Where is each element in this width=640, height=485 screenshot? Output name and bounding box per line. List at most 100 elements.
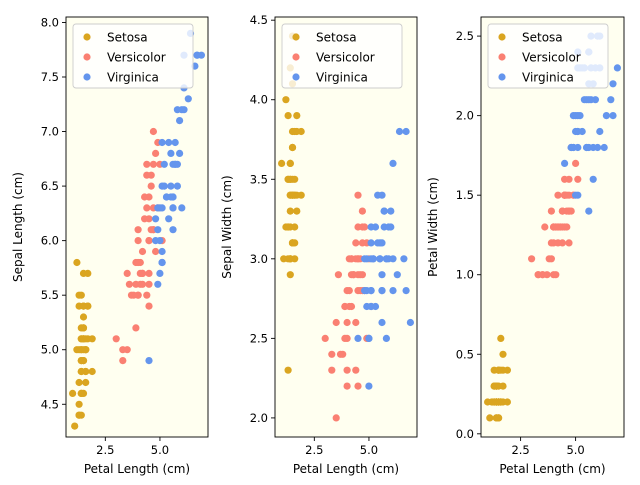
legend: Setosa Versicolor Virginica xyxy=(487,23,609,89)
data-point-versicolor xyxy=(134,258,142,267)
data-point-virginica xyxy=(169,204,177,212)
data-point-setosa xyxy=(297,127,305,136)
data-point-virginica xyxy=(365,382,373,390)
y-tick-label: 7.5 xyxy=(41,70,59,84)
data-point-virginica xyxy=(389,159,397,167)
data-point-versicolor xyxy=(332,318,340,327)
data-point-setosa xyxy=(82,378,90,387)
data-point-virginica xyxy=(380,207,388,215)
y-tick-label: 4.5 xyxy=(41,397,59,411)
data-point-versicolor xyxy=(134,237,142,245)
y-tick-label: 6.5 xyxy=(41,179,59,193)
legend-marker-versicolor xyxy=(83,53,91,61)
legend-label: Versicolor xyxy=(522,51,581,65)
data-point-versicolor xyxy=(341,302,349,311)
data-point-versicolor xyxy=(345,287,353,295)
data-point-versicolor xyxy=(123,269,131,277)
data-point-setosa xyxy=(492,382,500,390)
legend-label: Virginica xyxy=(316,71,368,85)
data-point-virginica xyxy=(594,143,602,152)
data-point-virginica xyxy=(371,223,380,231)
data-point-virginica xyxy=(385,223,393,231)
plot-frame xyxy=(480,16,625,438)
data-point-versicolor xyxy=(534,271,542,279)
data-point-setosa xyxy=(79,313,88,321)
data-point-setosa xyxy=(486,414,494,422)
data-point-versicolor xyxy=(112,335,120,343)
data-point-versicolor xyxy=(352,318,360,327)
data-point-virginica xyxy=(354,334,362,342)
data-point-virginica xyxy=(176,149,184,157)
data-point-versicolor xyxy=(138,247,147,256)
data-point-versicolor xyxy=(141,215,149,223)
data-point-versicolor xyxy=(145,269,153,277)
data-point-setosa xyxy=(297,191,305,199)
data-point-versicolor xyxy=(127,291,136,299)
data-point-versicolor xyxy=(554,239,562,247)
data-point-virginica xyxy=(567,143,575,152)
data-point-setosa xyxy=(288,239,297,247)
x-tick-label: 5.0 xyxy=(151,443,169,457)
data-point-setosa xyxy=(79,302,88,310)
data-point-virginica xyxy=(583,143,591,152)
data-point-versicolor xyxy=(145,237,153,245)
data-point-versicolor xyxy=(143,204,151,212)
y-tick-label: 6.0 xyxy=(41,234,59,248)
data-point-setosa xyxy=(79,324,88,332)
data-point-setosa xyxy=(288,143,297,152)
x-axis-label: Petal Length (cm) xyxy=(293,462,399,476)
data-point-versicolor xyxy=(541,223,549,231)
data-point-setosa xyxy=(77,389,85,397)
data-point-setosa xyxy=(77,346,85,354)
data-point-setosa xyxy=(503,366,511,374)
data-point-virginica xyxy=(165,138,173,147)
y-axis-label: Sepal Width (cm) xyxy=(220,175,234,278)
data-point-versicolor xyxy=(343,334,351,342)
data-point-virginica xyxy=(167,182,175,190)
data-point-virginica xyxy=(169,226,177,234)
x-tick-label: 2.5 xyxy=(511,443,529,457)
data-point-versicolor xyxy=(547,207,556,215)
data-point-virginica xyxy=(167,149,175,157)
data-point-virginica xyxy=(171,160,179,168)
data-point-virginica xyxy=(167,193,175,201)
data-point-virginica xyxy=(378,287,386,295)
series-virginica xyxy=(354,127,414,390)
legend-label: Setosa xyxy=(107,31,148,45)
data-point-virginica xyxy=(176,117,184,125)
data-point-versicolor xyxy=(328,350,336,358)
data-point-versicolor xyxy=(347,255,356,263)
data-point-versicolor xyxy=(152,149,160,157)
legend-marker-versicolor xyxy=(292,53,300,61)
data-point-virginica xyxy=(361,287,369,295)
data-point-virginica xyxy=(156,269,164,277)
legend: Setosa Versicolor Virginica xyxy=(281,23,403,89)
data-point-virginica xyxy=(378,239,386,247)
subplot-2: 2.5 5.0 2.0 2.5 3.0 3.5 4.0 4.5 Petal Length (cm… xyxy=(220,13,418,476)
data-point-setosa xyxy=(286,255,294,263)
y-tick-label: 1.0 xyxy=(456,268,474,282)
data-point-versicolor xyxy=(352,239,360,247)
data-point-versicolor xyxy=(136,269,144,277)
data-point-setosa xyxy=(503,398,511,406)
data-point-virginica xyxy=(376,255,384,263)
data-point-versicolor xyxy=(352,366,360,374)
data-point-virginica xyxy=(160,182,168,190)
x-tick-label: 5.0 xyxy=(360,443,378,457)
data-point-setosa xyxy=(73,258,81,267)
data-point-virginica xyxy=(158,138,166,147)
data-point-setosa xyxy=(88,335,96,343)
y-tick-label: 2.5 xyxy=(250,331,268,345)
data-point-setosa xyxy=(291,175,299,183)
data-point-versicolor xyxy=(361,223,369,231)
data-point-versicolor xyxy=(149,127,157,136)
data-point-versicolor xyxy=(147,182,155,190)
x-tick-label: 2.5 xyxy=(305,443,323,457)
data-point-virginica xyxy=(402,127,410,136)
data-point-virginica xyxy=(367,302,375,311)
data-point-virginica xyxy=(367,239,375,247)
data-point-setosa xyxy=(284,366,292,374)
data-point-versicolor xyxy=(552,271,560,279)
data-point-virginica xyxy=(173,182,181,190)
data-point-virginica xyxy=(406,318,414,327)
